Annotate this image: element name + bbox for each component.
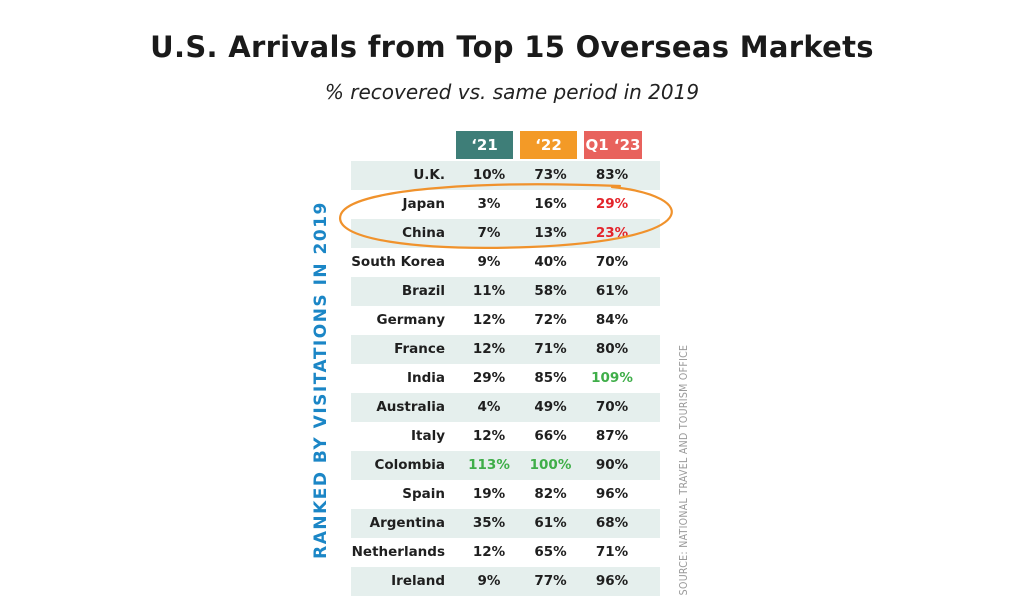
value-q1-23-cell: 68%	[595, 515, 629, 531]
value-21-cell: 19%	[472, 486, 506, 502]
country-cell: South Korea	[351, 254, 445, 270]
table-row: India 29% 85% 109%	[351, 364, 660, 393]
value-q1-23-cell: 84%	[595, 312, 629, 328]
country-cell: Italy	[410, 428, 445, 444]
column-header-q1-23: Q1 ‘23	[584, 131, 642, 159]
table-row: Spain 19% 82% 96%	[351, 480, 660, 509]
country-cell: India	[406, 370, 445, 386]
highlight-ellipse-stroke	[339, 183, 673, 249]
value-22-cell: 73%	[534, 167, 567, 183]
table-row: Italy 12% 66% 87%	[351, 422, 660, 451]
table-row: Japan 3% 16% 29%	[351, 190, 660, 219]
value-22-cell: 71%	[534, 341, 567, 357]
table-row: South Korea 9% 40% 70%	[351, 248, 660, 277]
country-cell: Netherlands	[351, 544, 445, 560]
value-q1-23-cell: 83%	[595, 167, 629, 183]
country-cell: Spain	[402, 486, 445, 502]
value-q1-23-cell: 96%	[595, 573, 629, 589]
country-cell: France	[394, 341, 445, 357]
country-cell: Ireland	[391, 573, 445, 589]
value-q1-23-cell: 71%	[595, 544, 629, 560]
table-row: Australia 4% 49% 70%	[351, 393, 660, 422]
value-21-cell: 12%	[472, 312, 506, 328]
value-22-cell: 66%	[534, 428, 567, 444]
country-cell: Argentina	[369, 515, 445, 531]
value-21-cell: 12%	[472, 544, 506, 560]
value-q1-23-cell: 70%	[595, 254, 629, 270]
value-21-cell: 35%	[472, 515, 506, 531]
value-22-cell: 77%	[534, 573, 567, 589]
table-row: Germany 12% 72% 84%	[351, 306, 660, 335]
value-21-cell: 29%	[472, 370, 506, 386]
chart-title: U.S. Arrivals from Top 15 Overseas Marke…	[150, 30, 874, 64]
value-21-cell: 12%	[472, 341, 506, 357]
chart-subtitle: % recovered vs. same period in 2019	[324, 80, 700, 104]
country-cell: Australia	[376, 399, 445, 415]
value-22-cell: 72%	[534, 312, 567, 328]
column-header-21: ‘21	[456, 131, 513, 159]
table-row: Ireland 9% 77% 96%	[351, 567, 660, 596]
country-cell: U.K.	[413, 167, 445, 183]
column-header-22: ‘22	[520, 131, 577, 159]
table-row: Netherlands 12% 65% 71%	[351, 538, 660, 567]
country-cell: Germany	[376, 312, 445, 328]
country-cell: Brazil	[401, 283, 445, 299]
value-q1-23-cell: 61%	[595, 283, 629, 299]
value-q1-23-cell: 109%	[591, 370, 633, 386]
value-21-cell: 7%	[477, 225, 501, 241]
value-22-cell: 100%	[529, 457, 572, 473]
value-21-cell: 113%	[468, 457, 510, 473]
value-22-cell: 61%	[534, 515, 567, 531]
value-21-cell: 9%	[477, 573, 501, 589]
country-cell: China	[402, 225, 445, 241]
value-22-cell: 16%	[534, 196, 567, 212]
value-q1-23-cell: 96%	[595, 486, 629, 502]
value-22-cell: 13%	[534, 225, 567, 241]
value-21-cell: 12%	[472, 428, 506, 444]
value-22-cell: 85%	[534, 370, 567, 386]
value-22-cell: 65%	[534, 544, 567, 560]
value-21-cell: 3%	[477, 196, 501, 212]
value-q1-23-cell: 90%	[595, 457, 629, 473]
value-22-cell: 82%	[534, 486, 567, 502]
value-q1-23-cell: 87%	[595, 428, 629, 444]
value-21-cell: 11%	[472, 283, 506, 299]
country-cell: Colombia	[374, 457, 445, 473]
value-21-cell: 10%	[472, 167, 506, 183]
table-row: France 12% 71% 80%	[351, 335, 660, 364]
value-22-cell: 40%	[534, 254, 567, 270]
value-q1-23-cell: 70%	[595, 399, 629, 415]
value-22-cell: 49%	[534, 399, 567, 415]
value-q1-23-cell: 80%	[595, 341, 629, 357]
value-22-cell: 58%	[534, 283, 567, 299]
value-q1-23-cell: 29%	[595, 196, 629, 212]
value-21-cell: 9%	[477, 254, 501, 270]
table-row: Argentina 35% 61% 68%	[351, 509, 660, 538]
table-row: Colombia 113% 100% 90%	[351, 451, 660, 480]
table-row: Brazil 11% 58% 61%	[351, 277, 660, 306]
country-cell: Japan	[402, 196, 445, 212]
value-21-cell: 4%	[477, 399, 501, 415]
